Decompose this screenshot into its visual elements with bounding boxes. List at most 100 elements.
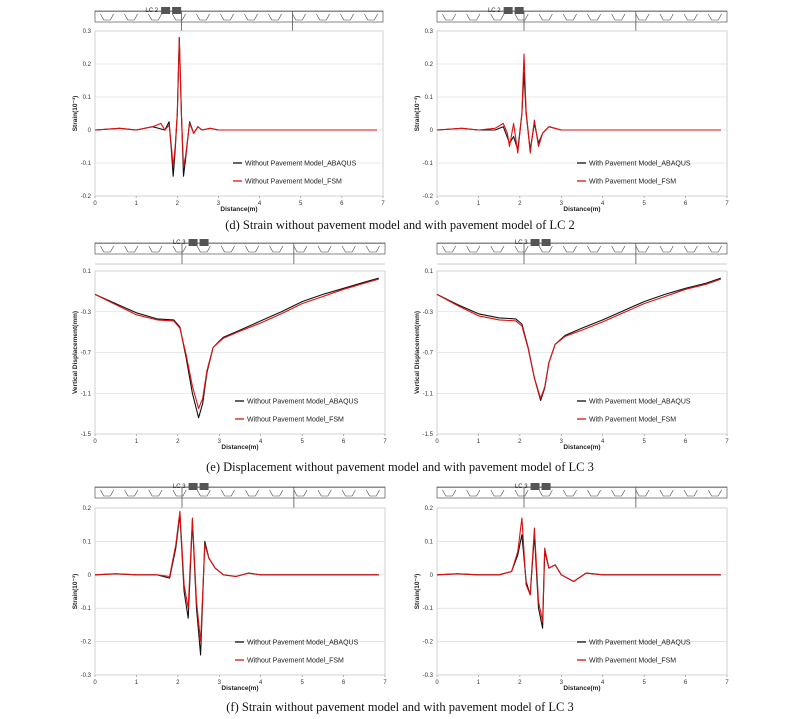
- x-tick-label: 0: [93, 680, 97, 686]
- trough-rib: [466, 245, 481, 253]
- trough-rib: [514, 13, 529, 21]
- bridge-section-diagram: LC 2: [436, 7, 728, 33]
- chart-panel-2: LC 3 -1.5 -1.1 -0.7 -0.3 0.1 0 1 2 3 4 5 6 7 Distance(…: [72, 239, 387, 451]
- trough-rib: [172, 489, 187, 497]
- x-tick-label: 4: [258, 201, 262, 207]
- trough-rib: [563, 489, 577, 497]
- legend-label-1: Without Pavement Model_FSM: [247, 658, 344, 665]
- y-tick-label: 0.1: [83, 539, 92, 545]
- y-tick-label: -0.2: [423, 640, 434, 646]
- deck-outline: [94, 242, 386, 255]
- y-tick-label: -1.1: [81, 391, 92, 397]
- trough-rib: [292, 13, 306, 21]
- trough-rib: [148, 13, 162, 21]
- bridge-section-diagram: LC 3: [436, 483, 728, 509]
- trough-rib: [490, 489, 505, 497]
- x-tick-label: 1: [134, 201, 138, 207]
- x-tick-label: 2: [518, 201, 522, 207]
- x-tick-label: 1: [135, 439, 139, 445]
- trough-rib: [124, 489, 139, 497]
- plot-area: [436, 507, 728, 676]
- wheel-load-patch: [514, 7, 524, 14]
- x-axis-label: Distance(m): [563, 206, 600, 213]
- trough-rib: [683, 245, 698, 253]
- trough-rib: [196, 245, 211, 253]
- trough-rib: [124, 13, 138, 21]
- x-tick-label: 3: [560, 680, 564, 686]
- trough-rib: [340, 13, 354, 21]
- legend-label-0: Without Pavement Model_ABAQUS: [247, 640, 359, 647]
- x-tick-label: 0: [93, 439, 97, 445]
- legend-label-1: With Pavement Model_FSM: [589, 417, 676, 424]
- trough-rib: [341, 489, 356, 497]
- x-tick-label: 4: [601, 201, 605, 207]
- trough-rib: [659, 489, 674, 497]
- deck-outline: [94, 10, 384, 23]
- wheel-load-patch: [199, 483, 209, 490]
- x-tick-label: 0: [435, 439, 439, 445]
- x-tick-label: 0: [435, 680, 439, 686]
- legend: Without Pavement Model_ABAQUS Without Pav…: [233, 161, 357, 186]
- x-tick-label: 0: [435, 201, 439, 207]
- chart-panel-5: LC 3 -0.3 -0.2 -0.1 0 0.1 0.2 0 1 2 3 4 5 6 7 Distance(…: [414, 483, 729, 692]
- trough-rib: [269, 489, 284, 497]
- y-tick-label: -0.7: [81, 351, 92, 357]
- x-axis-label: Distance(m): [221, 444, 258, 451]
- trough-rib: [708, 13, 722, 21]
- y-tick-label: -0.2: [423, 194, 434, 200]
- trough-rib: [538, 489, 553, 497]
- x-tick-label: 6: [684, 201, 688, 207]
- x-tick-label: 7: [725, 439, 729, 445]
- load-case-label: LC 3: [515, 240, 528, 246]
- y-tick-label: -1.5: [423, 432, 434, 438]
- legend: With Pavement Model_ABAQUS With Pavement …: [577, 640, 691, 665]
- trough-rib: [635, 245, 650, 253]
- y-tick-label: 0.3: [425, 29, 434, 35]
- y-tick-label: 0.1: [425, 95, 434, 101]
- wheel-load-patch: [188, 239, 198, 246]
- legend: Without Pavement Model_ABAQUS Without Pav…: [235, 640, 359, 665]
- trough-rib: [100, 245, 114, 253]
- legend-label-1: Without Pavement Model_FSM: [247, 417, 344, 424]
- legend: With Pavement Model_ABAQUS With Pavement …: [577, 161, 691, 186]
- x-tick-label: 5: [642, 680, 646, 686]
- load-case-label: LC 2: [145, 8, 158, 14]
- trough-rib: [442, 489, 456, 497]
- series-line-1: [94, 37, 377, 167]
- trough-rib: [269, 245, 284, 253]
- x-tick-label: 2: [176, 439, 180, 445]
- plot-area: [94, 507, 386, 676]
- x-tick-label: 7: [725, 201, 729, 207]
- x-tick-label: 3: [560, 439, 564, 445]
- trough-rib: [341, 245, 356, 253]
- deck-outline: [94, 486, 386, 499]
- trough-rib: [124, 245, 139, 253]
- x-tick-label: 7: [725, 680, 729, 686]
- y-axis-label: Strain(10⁻³): [414, 574, 421, 610]
- x-tick-label: 4: [259, 680, 263, 686]
- trough-rib: [221, 245, 235, 253]
- trough-rib: [563, 13, 577, 21]
- x-tick-label: 1: [135, 680, 139, 686]
- trough-rib: [148, 245, 163, 253]
- trough-rib: [245, 489, 259, 497]
- x-tick-label: 5: [642, 201, 646, 207]
- load-case-label: LC 3: [515, 484, 528, 490]
- series-line-1: [94, 278, 379, 410]
- series-line-1: [436, 278, 721, 399]
- chart-panel-1: LC 2 -0.2 -0.1 0 0.1 0.2 0.3 0 1 2 3 4 5 6 7 Distance(m…: [414, 7, 729, 213]
- wheel-load-patch: [172, 7, 182, 14]
- y-tick-label: -0.3: [423, 310, 434, 316]
- trough-rib: [466, 489, 481, 497]
- trough-rib: [442, 13, 456, 21]
- trough-rib: [148, 489, 163, 497]
- legend-label-0: With Pavement Model_ABAQUS: [589, 640, 691, 647]
- wheel-load-patch: [161, 7, 171, 14]
- y-tick-label: 0.2: [425, 62, 434, 68]
- y-axis-label: Strain(10⁻³): [72, 96, 79, 132]
- trough-rib: [442, 245, 456, 253]
- bridge-section-diagram: LC 3: [94, 239, 386, 265]
- legend-label-1: With Pavement Model_FSM: [589, 179, 676, 186]
- deck-outline: [436, 486, 728, 499]
- y-tick-label: 0.2: [425, 506, 434, 512]
